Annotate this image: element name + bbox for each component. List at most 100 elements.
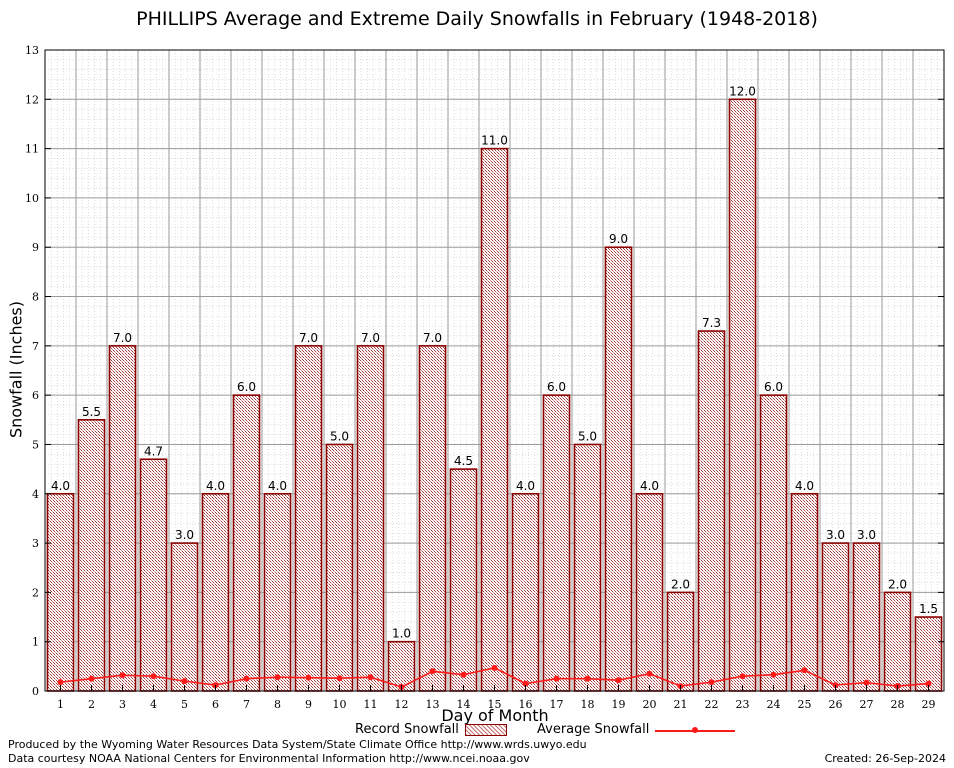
record-bar xyxy=(511,492,540,692)
record-bar-label: 4.0 xyxy=(51,479,70,493)
record-bar-label: 4.5 xyxy=(454,454,473,468)
x-tick-label: 25 xyxy=(798,698,812,711)
average-point xyxy=(429,668,436,675)
record-bar xyxy=(821,542,850,692)
x-tick-label: 26 xyxy=(829,698,843,711)
legend-average-swatch xyxy=(655,724,736,736)
record-bar xyxy=(356,345,385,692)
y-tick-label: 1 xyxy=(32,636,39,649)
x-tick-label: 9 xyxy=(305,698,312,711)
record-bar-label: 7.3 xyxy=(702,316,721,330)
legend-average-label: Average Snowfall xyxy=(537,722,650,737)
average-point xyxy=(274,674,281,681)
average-point xyxy=(863,679,870,686)
footer-courtesy: Data courtesy NOAA National Centers for … xyxy=(8,752,530,765)
record-bar xyxy=(46,492,75,692)
record-bar xyxy=(170,542,199,692)
average-point xyxy=(584,675,591,682)
record-bar-label: 7.0 xyxy=(423,331,442,345)
x-tick-label: 22 xyxy=(705,698,719,711)
y-tick-label: 5 xyxy=(32,438,39,451)
x-tick-label: 1 xyxy=(57,698,64,711)
record-bar-label: 12.0 xyxy=(729,84,756,98)
legend-record-label: Record Snowfall xyxy=(355,722,459,737)
record-bar xyxy=(759,394,788,692)
record-bar xyxy=(139,458,168,692)
record-bar xyxy=(728,98,757,692)
chart-title: PHILLIPS Average and Extreme Daily Snowf… xyxy=(136,8,818,30)
y-axis-label: Snowfall (Inches) xyxy=(6,300,26,439)
record-bar-label: 1.0 xyxy=(392,627,411,641)
record-bar-label: 3.0 xyxy=(175,528,194,542)
y-tick-label: 0 xyxy=(32,685,39,698)
record-bar xyxy=(480,147,509,692)
record-bar-label: 7.0 xyxy=(299,331,318,345)
record-bar-label: 3.0 xyxy=(857,528,876,542)
average-line xyxy=(57,664,932,691)
y-tick-label: 8 xyxy=(32,291,39,304)
x-tick-label: 4 xyxy=(150,698,157,711)
record-bar-label: 4.0 xyxy=(516,479,535,493)
record-bar-label: 5.0 xyxy=(578,429,597,443)
x-tick-label: 5 xyxy=(181,698,188,711)
record-bar xyxy=(573,443,602,692)
record-bar-label: 4.7 xyxy=(144,444,163,458)
x-tick-label: 27 xyxy=(860,698,874,711)
average-point xyxy=(88,675,95,682)
legend-average: Average Snowfall xyxy=(537,722,736,737)
average-point xyxy=(739,673,746,680)
y-tick-label: 13 xyxy=(25,44,39,57)
record-bar-label: 5.0 xyxy=(330,429,349,443)
x-tick-label: 19 xyxy=(612,698,626,711)
average-point xyxy=(615,677,622,684)
x-tick-label: 14 xyxy=(457,698,471,711)
record-bar xyxy=(325,443,354,692)
record-bar xyxy=(294,345,323,692)
x-tick-label: 20 xyxy=(643,698,657,711)
y-tick-label: 7 xyxy=(32,340,39,353)
average-point xyxy=(522,680,529,687)
average-point xyxy=(305,674,312,681)
y-tick-label: 4 xyxy=(32,488,39,501)
record-bar-label: 3.0 xyxy=(826,528,845,542)
record-bar xyxy=(697,330,726,692)
average-point xyxy=(243,675,250,682)
x-tick-label: 18 xyxy=(581,698,595,711)
record-bar xyxy=(201,492,230,692)
average-point xyxy=(367,674,374,681)
x-tick-label: 10 xyxy=(333,698,347,711)
legend-record: Record Snowfall xyxy=(355,722,507,737)
record-bar-label: 6.0 xyxy=(547,380,566,394)
record-bar xyxy=(542,394,571,692)
record-bar xyxy=(635,492,664,692)
record-bar-label: 4.0 xyxy=(640,479,659,493)
record-bars: 4.0 5.5 7.0 4.7 3.0 4.0 6.0 4.0 7.0 5.0 7.0 1.0 7.0 4… xyxy=(46,84,943,692)
legend-record-swatch xyxy=(464,723,507,736)
x-tick-label: 15 xyxy=(488,698,502,711)
x-tick-label: 16 xyxy=(519,698,533,711)
record-bar xyxy=(418,345,447,692)
record-bar-label: 4.0 xyxy=(795,479,814,493)
y-tick-label: 9 xyxy=(32,241,39,254)
record-bar-label: 11.0 xyxy=(481,134,508,148)
average-point xyxy=(646,670,653,677)
y-tick-label: 2 xyxy=(32,586,39,599)
record-bar-label: 1.5 xyxy=(919,602,938,616)
y-tick-label: 6 xyxy=(32,389,39,402)
record-bar-label: 2.0 xyxy=(888,577,907,591)
average-point xyxy=(925,680,932,687)
x-tick-label: 12 xyxy=(395,698,409,711)
x-tick-label: 29 xyxy=(922,698,936,711)
y-tick-label: 12 xyxy=(25,93,39,106)
record-bar xyxy=(108,345,137,692)
average-point xyxy=(770,671,777,678)
average-point xyxy=(119,672,126,679)
x-tick-label: 13 xyxy=(426,698,440,711)
average-point xyxy=(491,664,498,671)
record-bar-label: 6.0 xyxy=(237,380,256,394)
record-bar xyxy=(263,492,292,692)
record-bar xyxy=(666,591,695,692)
x-tick-label: 24 xyxy=(767,698,781,711)
